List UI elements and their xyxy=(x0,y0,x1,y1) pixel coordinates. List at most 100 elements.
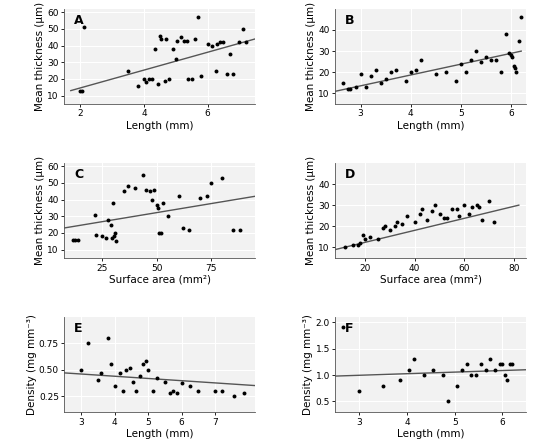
Point xyxy=(429,366,438,373)
Point xyxy=(226,51,234,58)
Point xyxy=(124,183,132,190)
Point xyxy=(514,37,523,44)
Point xyxy=(144,366,153,373)
Point xyxy=(194,387,202,394)
Point xyxy=(373,235,382,242)
Point xyxy=(386,69,395,76)
Point xyxy=(475,204,483,211)
Point xyxy=(171,55,180,62)
Point xyxy=(133,82,142,89)
Point xyxy=(229,70,237,78)
Point xyxy=(405,366,413,373)
Point xyxy=(391,66,400,74)
Point xyxy=(467,56,475,63)
Point xyxy=(211,387,220,394)
Y-axis label: Mean thickness (μm): Mean thickness (μm) xyxy=(35,156,45,265)
Point xyxy=(500,372,509,379)
Point xyxy=(194,14,202,21)
Point xyxy=(504,50,513,57)
Point xyxy=(154,80,163,87)
Point xyxy=(490,218,498,225)
Point xyxy=(69,236,77,243)
Point xyxy=(356,240,365,247)
Point xyxy=(92,231,100,238)
Point xyxy=(84,340,92,347)
Point xyxy=(366,233,374,241)
Text: E: E xyxy=(74,322,83,334)
Point xyxy=(462,69,470,76)
Point xyxy=(135,373,144,380)
Point xyxy=(165,75,173,82)
Point xyxy=(104,216,113,223)
Text: C: C xyxy=(74,167,83,181)
Point xyxy=(430,202,439,209)
Point xyxy=(390,223,399,230)
Point xyxy=(79,23,88,31)
Point xyxy=(361,83,370,90)
Point xyxy=(351,83,360,90)
Point xyxy=(341,244,350,251)
Text: F: F xyxy=(345,322,353,334)
Point xyxy=(179,37,188,44)
Point xyxy=(196,194,205,202)
Point xyxy=(453,206,461,213)
Point xyxy=(78,87,86,94)
Point xyxy=(402,77,410,84)
Point xyxy=(467,204,476,211)
Point xyxy=(458,366,466,373)
Point xyxy=(498,361,507,368)
Point xyxy=(462,361,471,368)
Point xyxy=(473,202,481,209)
Point xyxy=(107,361,115,368)
Point xyxy=(503,377,511,384)
Point xyxy=(344,85,352,93)
Point xyxy=(381,223,389,230)
Point xyxy=(124,67,132,74)
Point xyxy=(161,379,169,386)
Point xyxy=(174,193,183,200)
Point xyxy=(482,54,490,61)
Point xyxy=(187,75,196,82)
Point xyxy=(418,206,426,213)
Point xyxy=(112,238,120,245)
Point xyxy=(346,85,355,93)
Point xyxy=(508,54,517,61)
Point xyxy=(465,210,474,217)
Point xyxy=(378,225,387,232)
Point xyxy=(467,372,476,379)
X-axis label: Length (mm): Length (mm) xyxy=(397,120,465,131)
Point xyxy=(379,382,387,389)
Text: D: D xyxy=(345,167,355,181)
Point xyxy=(481,366,490,373)
Point xyxy=(505,361,514,368)
Point xyxy=(358,231,367,238)
Point xyxy=(144,75,153,82)
Point xyxy=(108,199,117,206)
X-axis label: Length (mm): Length (mm) xyxy=(126,429,194,439)
Point xyxy=(410,356,418,363)
Point xyxy=(472,372,481,379)
Point xyxy=(111,382,119,389)
Point xyxy=(485,198,494,205)
Point xyxy=(107,234,116,241)
Point xyxy=(507,52,516,59)
Point xyxy=(126,364,134,371)
Point xyxy=(163,213,172,220)
Point xyxy=(151,45,159,52)
Point xyxy=(410,218,419,225)
Point xyxy=(93,377,102,384)
Point xyxy=(161,77,169,84)
Point xyxy=(376,79,385,86)
Point xyxy=(169,387,178,394)
Point xyxy=(235,39,244,46)
Point xyxy=(339,79,347,86)
Point xyxy=(353,242,362,249)
Point xyxy=(184,75,193,82)
Point xyxy=(119,387,127,394)
Point xyxy=(119,188,128,195)
Point xyxy=(150,186,158,193)
Point xyxy=(106,221,115,228)
Point xyxy=(477,58,485,65)
Point xyxy=(76,87,85,94)
Point xyxy=(183,37,191,44)
